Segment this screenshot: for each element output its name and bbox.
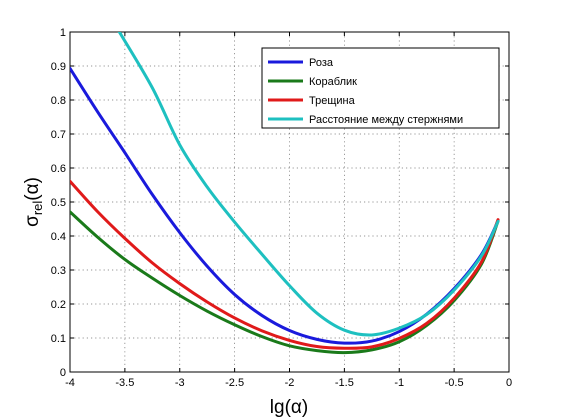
series-line-3 xyxy=(70,179,500,350)
axis-ticks: -4 -3.5 -3 -2.5 -2 -1.5 -1 -0.5 0 0 0.1 0.2 0.3 0.4 0.… xyxy=(51,27,512,389)
legend-label-4: Расстояние между стержнями xyxy=(309,114,463,126)
series-lines xyxy=(70,32,500,355)
svg-text:σrel(α): σrel(α) xyxy=(22,177,45,227)
legend-label-3: Трещина xyxy=(309,95,356,107)
x-tick-label: 0 xyxy=(506,377,512,389)
x-tick-label: -3 xyxy=(175,377,185,389)
y-tick-label: 0.1 xyxy=(51,333,66,345)
y-tick-label: 0.6 xyxy=(51,163,66,175)
series-line-4 xyxy=(117,32,500,337)
x-tick-label: -2.5 xyxy=(225,377,244,389)
legend-label-2: Кораблик xyxy=(309,76,357,88)
x-tick-label: -1 xyxy=(394,377,404,389)
y-tick-label: 0 xyxy=(60,367,66,379)
x-axis-title: lg(α) xyxy=(270,397,308,418)
y-tick-label: 0.8 xyxy=(51,95,66,107)
y-axis-title-argument: (α) xyxy=(22,177,43,201)
y-axis-title: σrel(α) xyxy=(22,177,45,227)
y-tick-label: 0.3 xyxy=(51,265,66,277)
x-tick-label: -0.5 xyxy=(445,377,464,389)
x-tick-label: -1.5 xyxy=(335,377,354,389)
x-tick-label: -3.5 xyxy=(115,377,134,389)
legend: Роза Кораблик Трещина Расстояние между стер… xyxy=(261,47,500,129)
legend-label-1: Роза xyxy=(309,57,334,69)
x-tick-label: -4 xyxy=(65,377,75,389)
y-tick-label: 0.4 xyxy=(51,231,66,243)
y-axis-title-symbol: σ xyxy=(22,215,43,227)
legend-items: Роза Кораблик Трещина Расстояние между стер… xyxy=(268,57,463,126)
y-tick-label: 1 xyxy=(60,27,66,39)
series-line-2 xyxy=(70,210,500,355)
y-axis-title-subscript: rel xyxy=(30,201,45,216)
y-tick-label: 0.7 xyxy=(51,129,66,141)
x-tick-label: -2 xyxy=(285,377,295,389)
y-tick-label: 0.9 xyxy=(51,61,66,73)
y-tick-label: 0.5 xyxy=(51,197,66,209)
y-tick-label: 0.2 xyxy=(51,299,66,311)
